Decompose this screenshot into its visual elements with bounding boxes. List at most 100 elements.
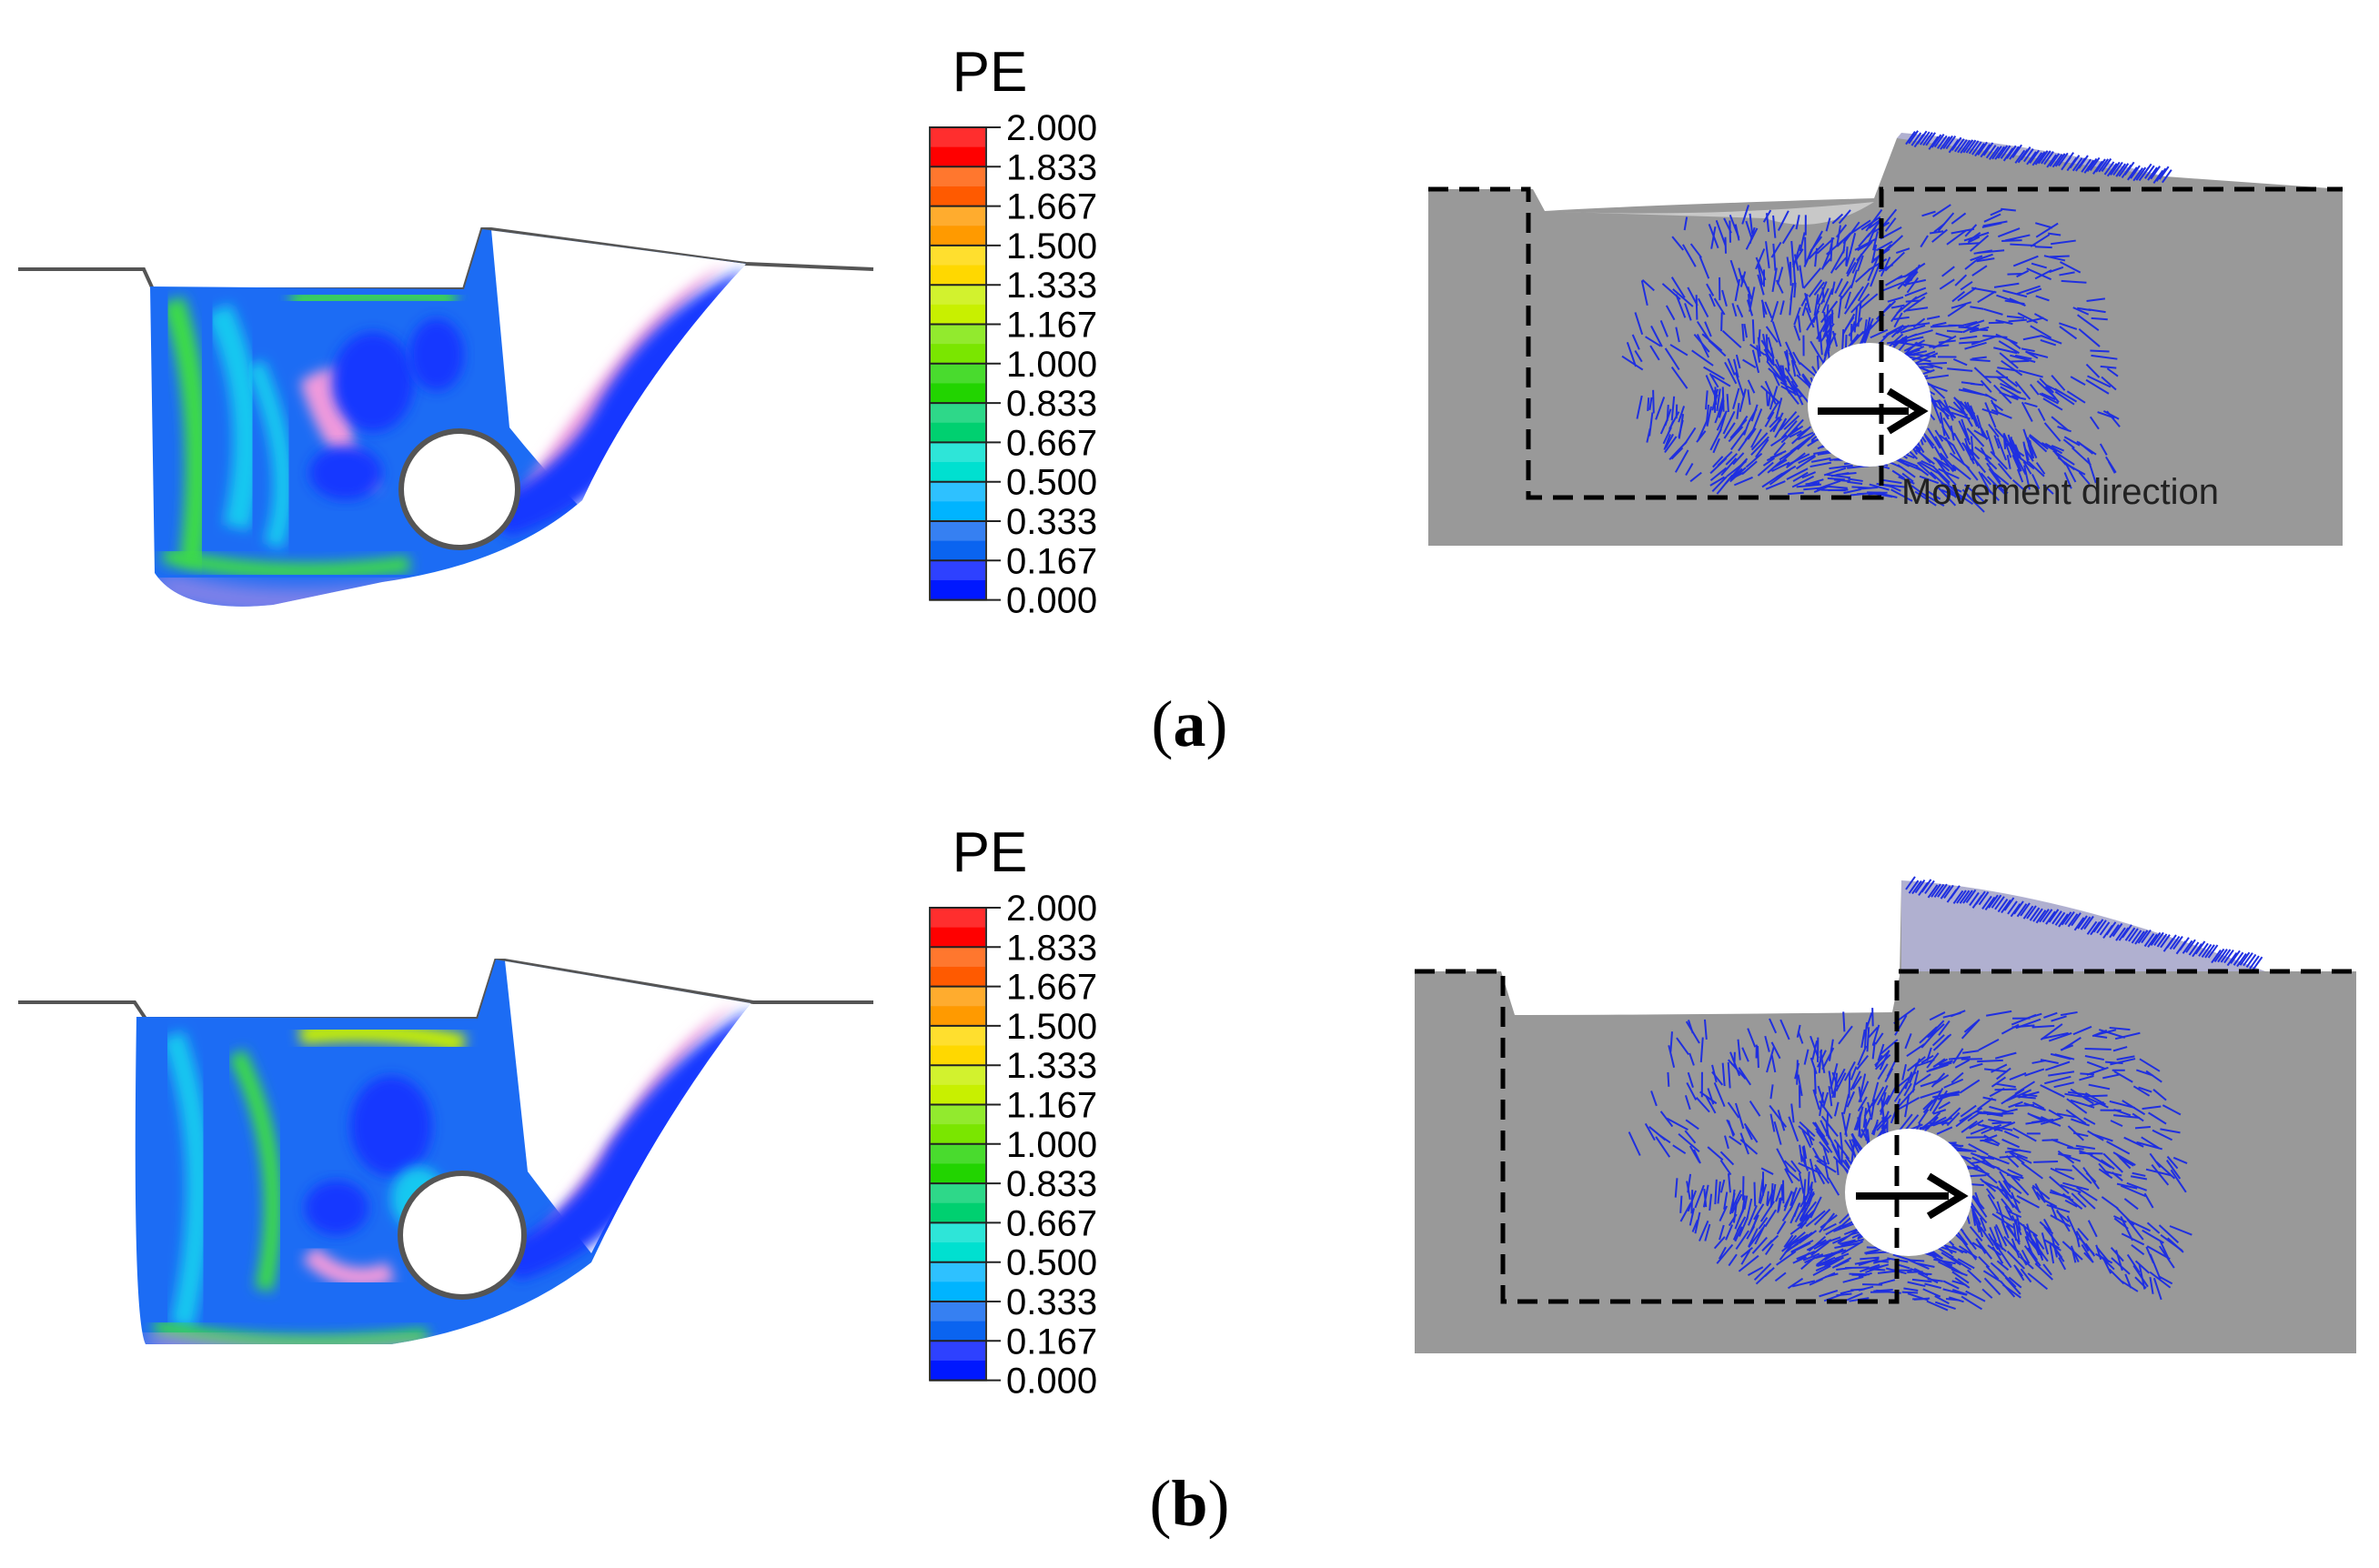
legend-a-band-shade bbox=[930, 206, 986, 226]
displacement-vector bbox=[2010, 361, 2030, 362]
legend-b-tick-label: 1.000 bbox=[1006, 1125, 1097, 1165]
displacement-vector bbox=[2085, 1049, 2112, 1050]
displacement-vector bbox=[1850, 1290, 1864, 1291]
displacement-vector bbox=[1859, 1117, 1860, 1137]
legend-a-tick-label: 2.000 bbox=[1006, 108, 1097, 148]
displacement-vector bbox=[1808, 1171, 1809, 1193]
legend-b-band-shade bbox=[930, 1262, 986, 1282]
displacement-vector bbox=[1728, 394, 1729, 412]
legend-a-band-shade bbox=[930, 442, 986, 462]
displacement-vector bbox=[1721, 312, 1722, 331]
displacement-vector bbox=[1753, 319, 1754, 344]
legend-b-band-shade bbox=[930, 1065, 986, 1085]
legend-b-band-shade bbox=[930, 1026, 986, 1046]
displacement-vector bbox=[1843, 1011, 1844, 1031]
displacement-vector bbox=[2010, 245, 2035, 246]
displacement-vector bbox=[1849, 1071, 1850, 1098]
caption-a-close: ) bbox=[1206, 688, 1228, 760]
displacement-vector bbox=[1865, 1030, 1866, 1048]
displacement-vector bbox=[1846, 335, 1847, 347]
legend-b-title: PE bbox=[953, 821, 1028, 884]
caption-b-close: ) bbox=[1208, 1467, 1230, 1540]
legend-b-band-shade bbox=[930, 1144, 986, 1164]
displacement-vector-plot bbox=[1415, 877, 2356, 1353]
panel-a-svg: Movement direction bbox=[0, 0, 2379, 783]
legend-a-band-shade bbox=[930, 521, 986, 541]
displacement-vector bbox=[1697, 295, 1698, 319]
legend-b-tick-label: 1.667 bbox=[1006, 968, 1097, 1008]
displacement-vector bbox=[1902, 1292, 1918, 1293]
legend-a-band-shade bbox=[930, 166, 986, 186]
displacement-vector bbox=[1788, 493, 1804, 494]
legend-a-tick-label: 1.833 bbox=[1006, 147, 1097, 187]
legend-b-tick-label: 1.333 bbox=[1006, 1046, 1097, 1086]
displacement-vector bbox=[1995, 1090, 2017, 1091]
ground-surface-line bbox=[18, 229, 873, 289]
plastic-strain-contour bbox=[136, 218, 773, 628]
displacement-vector bbox=[2035, 246, 2052, 247]
legend-a-tick-label: 0.000 bbox=[1006, 581, 1097, 618]
legend-b-band-shade bbox=[930, 987, 986, 1007]
pipe bbox=[400, 1173, 524, 1297]
panel-b-svg bbox=[0, 780, 2379, 1563]
legend-a-tick-label: 0.167 bbox=[1006, 541, 1097, 581]
displacement-vector bbox=[1923, 363, 1947, 364]
caption-b: (b) bbox=[0, 1466, 2379, 1542]
displacement-vector bbox=[2092, 318, 2108, 319]
legend-a-band-shade bbox=[930, 403, 986, 423]
legend-b-tick-label: 2.000 bbox=[1006, 889, 1097, 929]
movement-direction-label: Movement direction bbox=[1901, 472, 2219, 512]
caption-a-open: ( bbox=[1152, 688, 1174, 760]
displacement-vector bbox=[2001, 240, 2021, 241]
caption-a-letter: a bbox=[1174, 688, 1206, 760]
displacement-vector bbox=[1872, 1008, 1873, 1026]
legend-b-tick-label: 1.500 bbox=[1006, 1007, 1097, 1047]
legend-a-tick-label: 1.000 bbox=[1006, 345, 1097, 385]
legend-a-tick-label: 0.500 bbox=[1006, 463, 1097, 503]
displacement-vector bbox=[1754, 1182, 1755, 1207]
legend-b-band-shade bbox=[930, 1222, 986, 1242]
displacement-vector bbox=[1767, 391, 1768, 406]
caption-b-letter: b bbox=[1171, 1467, 1207, 1540]
displacement-vector bbox=[2033, 1161, 2058, 1162]
displacement-vector bbox=[1959, 243, 1980, 244]
displacement-vector bbox=[1821, 490, 1846, 491]
displacement-vector bbox=[1680, 1196, 1681, 1213]
legend-a-band-shade bbox=[930, 325, 986, 345]
legend-a: PE2.0001.8331.6671.5001.3331.1671.0000.8… bbox=[901, 18, 1174, 618]
legend-a-tick-label: 0.333 bbox=[1006, 502, 1097, 542]
legend-b-tick-label: 0.000 bbox=[1006, 1362, 1097, 1399]
displacement-vector bbox=[2083, 1096, 2107, 1097]
legend-b-tick-label: 0.333 bbox=[1006, 1282, 1097, 1322]
legend-b-tick-label: 0.167 bbox=[1006, 1322, 1097, 1362]
legend-b-tick-label: 0.500 bbox=[1006, 1243, 1097, 1283]
displacement-vector bbox=[1977, 1060, 2003, 1061]
displacement-vector bbox=[1947, 331, 1962, 332]
displacement-vector-plot: Movement direction bbox=[1428, 131, 2343, 546]
panel-b bbox=[0, 780, 2379, 1563]
displacement-vector bbox=[1842, 329, 1843, 349]
legend-a-band-shade bbox=[930, 285, 986, 305]
panel-a: Movement direction bbox=[0, 0, 2379, 783]
legend-b-band-shade bbox=[930, 908, 986, 928]
legend-a-tick-label: 1.167 bbox=[1006, 306, 1097, 346]
legend-b: PE2.0001.8331.6671.5001.3331.1671.0000.8… bbox=[901, 799, 1174, 1399]
displacement-vector bbox=[1810, 1182, 1811, 1201]
legend-a-band-shade bbox=[930, 560, 986, 580]
caption-a: (a) bbox=[0, 687, 2379, 762]
caption-b-open: ( bbox=[1149, 1467, 1171, 1540]
plastic-strain-contour bbox=[127, 953, 782, 1372]
displacement-vector bbox=[2090, 350, 2109, 351]
legend-a-title: PE bbox=[953, 41, 1028, 104]
legend-a-band-shade bbox=[930, 482, 986, 502]
displacement-vector bbox=[2042, 1140, 2059, 1141]
legend-b-band-shade bbox=[930, 1183, 986, 1203]
displacement-vector bbox=[1723, 387, 1724, 411]
displacement-vector bbox=[1806, 483, 1820, 484]
legend-b-tick-label: 1.167 bbox=[1006, 1086, 1097, 1126]
legend-a-tick-label: 0.833 bbox=[1006, 384, 1097, 424]
legend-a-tick-label: 1.333 bbox=[1006, 266, 1097, 306]
legend-a-band-shade bbox=[930, 364, 986, 384]
displacement-vector bbox=[1992, 1122, 2011, 1123]
